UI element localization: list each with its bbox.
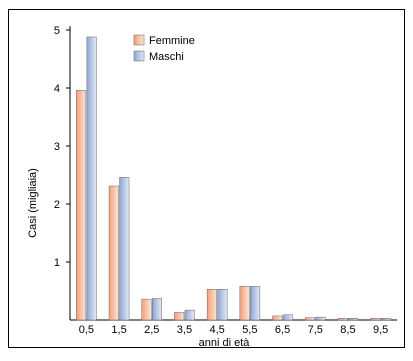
bar-maschi [184,309,195,321]
bar-femmine [76,90,87,321]
bar-femmine [305,317,315,321]
bar-femmine [206,289,217,321]
x-tick-label: 1,5 [111,324,126,336]
bar-femmine [370,318,381,321]
bar-maschi [86,36,97,321]
bar-maschi [119,177,130,321]
legend-label-femmine: Femmine [149,35,195,47]
legend: Femmine Maschi [133,34,195,63]
y-tick-label: 4 [54,83,60,95]
bar-maschi [380,318,391,321]
bar-maschi [250,286,261,321]
y-tick-label: 5 [54,25,60,37]
bar-femmine [141,298,152,321]
bar-femmine [239,286,250,321]
x-tick-label: 8,5 [340,324,355,336]
x-tick-label: 5,5 [242,324,257,336]
bar-maschi [217,289,228,321]
legend-label-maschi: Maschi [149,51,184,63]
x-tick-label: 9,5 [373,324,388,336]
bar-maschi [315,316,326,321]
legend-swatch-maschi [133,50,145,62]
x-tick-label: 3,5 [177,324,192,336]
x-axis-label: anni di età [199,337,251,349]
bar-femmine [272,315,283,321]
plot-area: 1 2 3 4 5 0,5 1,5 2,5 3,5 4,5 5,5 6,5 7,5 8,5 9,5 [54,25,397,336]
bar-maschi [348,318,359,321]
y-tick-label: 2 [54,199,60,211]
bar-femmine [174,312,185,321]
x-tick-label: 2,5 [144,324,159,336]
y-tick-label: 3 [54,141,60,153]
legend-swatch-femmine [133,34,145,46]
x-tick-label: 7,5 [308,324,323,336]
x-tick-label: 4,5 [210,324,225,336]
bar-femmine [337,318,348,321]
bar-femmine [108,185,119,321]
chart-border [8,9,405,348]
x-tick-label: 6,5 [275,324,290,336]
y-axis-label: Casi (migliaia) [27,168,39,238]
bar-maschi [282,314,293,321]
y-tick-label: 1 [54,257,60,269]
x-tick-label: 0,5 [79,324,94,336]
bar-maschi [152,298,162,321]
